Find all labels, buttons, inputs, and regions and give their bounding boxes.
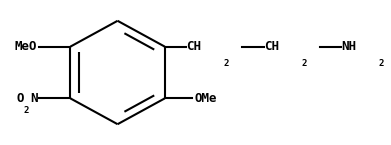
Text: N: N — [30, 92, 38, 105]
Text: NH: NH — [341, 40, 357, 53]
Text: MeO: MeO — [15, 40, 37, 53]
Text: 2: 2 — [24, 106, 29, 115]
Text: CH: CH — [264, 40, 279, 53]
Text: CH: CH — [186, 40, 201, 53]
Text: 2: 2 — [379, 59, 384, 68]
Text: O: O — [16, 92, 24, 105]
Text: 2: 2 — [301, 59, 307, 68]
Text: 2: 2 — [224, 59, 229, 68]
Text: OMe: OMe — [194, 92, 217, 105]
